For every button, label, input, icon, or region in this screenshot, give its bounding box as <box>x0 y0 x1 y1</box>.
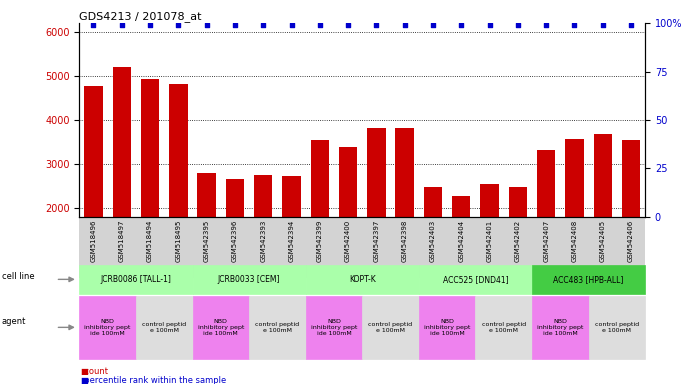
Text: agent: agent <box>1 316 26 326</box>
Point <box>428 22 439 28</box>
Text: control peptid
e 100mM: control peptid e 100mM <box>142 322 186 333</box>
Bar <box>537 149 555 296</box>
Bar <box>197 173 216 296</box>
Bar <box>593 134 612 296</box>
Point <box>569 22 580 28</box>
Text: percentile rank within the sample: percentile rank within the sample <box>79 376 226 384</box>
Bar <box>112 67 131 296</box>
Text: control peptid
e 100mM: control peptid e 100mM <box>255 322 299 333</box>
Point <box>343 22 354 28</box>
Text: NBD
inhibitory pept
ide 100mM: NBD inhibitory pept ide 100mM <box>310 319 357 336</box>
Bar <box>452 196 471 296</box>
Bar <box>622 140 640 296</box>
Text: ACC525 [DND41]: ACC525 [DND41] <box>442 275 509 284</box>
Point <box>598 22 609 28</box>
Bar <box>509 187 527 296</box>
Bar <box>565 139 584 296</box>
Text: cell line: cell line <box>1 272 34 281</box>
Point <box>230 22 241 28</box>
Point <box>315 22 326 28</box>
Point <box>371 22 382 28</box>
Text: control peptid
e 100mM: control peptid e 100mM <box>482 322 526 333</box>
Bar <box>395 128 414 296</box>
Text: ACC483 [HPB-ALL]: ACC483 [HPB-ALL] <box>553 275 624 284</box>
Point <box>145 22 156 28</box>
Point <box>116 22 128 28</box>
Text: NBD
inhibitory pept
ide 100mM: NBD inhibitory pept ide 100mM <box>424 319 471 336</box>
Point <box>456 22 467 28</box>
Bar <box>424 187 442 296</box>
Point <box>400 22 411 28</box>
Bar <box>84 86 103 296</box>
Text: control peptid
e 100mM: control peptid e 100mM <box>368 322 413 333</box>
Text: GDS4213 / 201078_at: GDS4213 / 201078_at <box>79 11 202 22</box>
Point <box>541 22 552 28</box>
Text: KOPT-K: KOPT-K <box>349 275 375 284</box>
Text: NBD
inhibitory pept
ide 100mM: NBD inhibitory pept ide 100mM <box>197 319 244 336</box>
Text: ■: ■ <box>81 376 88 384</box>
Bar <box>282 175 301 296</box>
Point <box>88 22 99 28</box>
Text: control peptid
e 100mM: control peptid e 100mM <box>595 322 639 333</box>
Point <box>172 22 184 28</box>
Text: NBD
inhibitory pept
ide 100mM: NBD inhibitory pept ide 100mM <box>84 319 131 336</box>
Point <box>512 22 524 28</box>
Bar <box>310 140 329 296</box>
Point <box>484 22 495 28</box>
Point <box>201 22 213 28</box>
Point <box>286 22 297 28</box>
Text: count: count <box>79 367 108 376</box>
Text: NBD
inhibitory pept
ide 100mM: NBD inhibitory pept ide 100mM <box>537 319 584 336</box>
Point <box>626 22 637 28</box>
Text: JCRB0086 [TALL-1]: JCRB0086 [TALL-1] <box>101 275 171 284</box>
Bar <box>226 179 244 296</box>
Bar <box>254 175 273 296</box>
Bar <box>339 147 357 296</box>
Text: ■: ■ <box>81 367 88 376</box>
Bar <box>480 184 499 296</box>
Point <box>258 22 269 28</box>
Bar <box>367 128 386 296</box>
Text: JCRB0033 [CEM]: JCRB0033 [CEM] <box>218 275 280 284</box>
Bar <box>169 84 188 296</box>
Bar <box>141 79 159 296</box>
